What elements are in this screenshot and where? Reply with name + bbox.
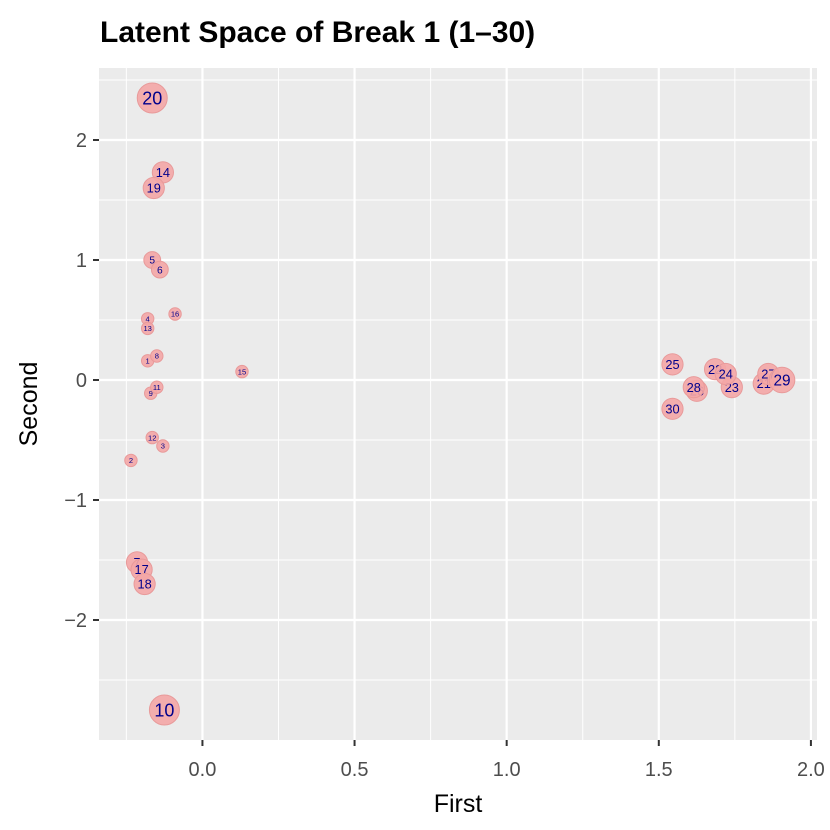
data-point — [661, 353, 684, 376]
data-point-label: 24 — [719, 367, 733, 382]
y-axis-title: Second — [15, 362, 43, 447]
y-tick-label: 1 — [76, 250, 87, 272]
data-point-label: 25 — [665, 357, 679, 372]
data-point-label: 19 — [147, 181, 161, 196]
data-point-label: 10 — [154, 700, 174, 720]
data-point-label: 20 — [142, 88, 162, 108]
data-point-label: 18 — [138, 577, 152, 592]
data-point-label: 16 — [171, 310, 179, 319]
data-point-label: 6 — [157, 265, 163, 276]
data-point — [235, 364, 249, 379]
x-tick-label: 0.5 — [341, 759, 369, 781]
data-point-label: 14 — [156, 165, 170, 180]
data-point-label: 11 — [153, 383, 161, 392]
data-point-label: 30 — [665, 401, 679, 416]
data-point-label: 8 — [155, 352, 159, 361]
data-point — [133, 572, 156, 596]
plot-panel — [99, 68, 817, 740]
data-point-label: 5 — [149, 256, 155, 267]
data-point — [145, 430, 159, 445]
data-point-label: 28 — [687, 380, 701, 395]
data-point — [136, 82, 168, 114]
y-tick-label: −2 — [64, 610, 87, 632]
data-point-label: 15 — [238, 367, 246, 376]
data-point-label: 13 — [143, 324, 151, 333]
data-point-label: 1 — [146, 357, 150, 366]
chart-title: Latent Space of Break 1 (1–30) — [100, 16, 535, 49]
data-point-label: 12 — [148, 433, 156, 442]
data-point — [148, 694, 180, 726]
data-point — [156, 439, 170, 453]
data-point — [140, 321, 155, 336]
data-point — [768, 366, 796, 394]
x-tick-label: 1.0 — [493, 759, 521, 781]
data-point — [150, 380, 164, 394]
y-tick-label: 0 — [76, 370, 87, 392]
x-tick-label: 0.0 — [189, 759, 217, 781]
data-point — [150, 260, 169, 279]
x-tick-label: 1.5 — [645, 759, 673, 781]
data-points: 1234567891011121314151617181920212223242… — [124, 82, 796, 726]
data-point — [168, 307, 182, 321]
data-point — [714, 362, 737, 386]
data-point-label: 9 — [149, 389, 153, 398]
data-point-label: 2 — [129, 456, 133, 465]
data-point — [150, 349, 164, 363]
data-point — [124, 453, 138, 468]
data-point — [142, 176, 165, 200]
data-point — [661, 397, 684, 420]
x-tick-label: 2.0 — [797, 759, 825, 781]
data-point — [682, 376, 705, 399]
x-axis-title: First — [434, 790, 483, 818]
data-point-label: 4 — [146, 315, 150, 324]
y-tick-label: −1 — [64, 490, 87, 512]
data-point-label: 3 — [161, 442, 165, 451]
y-tick-label: 2 — [76, 130, 87, 152]
grid-lines — [99, 68, 817, 740]
data-point-label: 29 — [773, 373, 790, 390]
